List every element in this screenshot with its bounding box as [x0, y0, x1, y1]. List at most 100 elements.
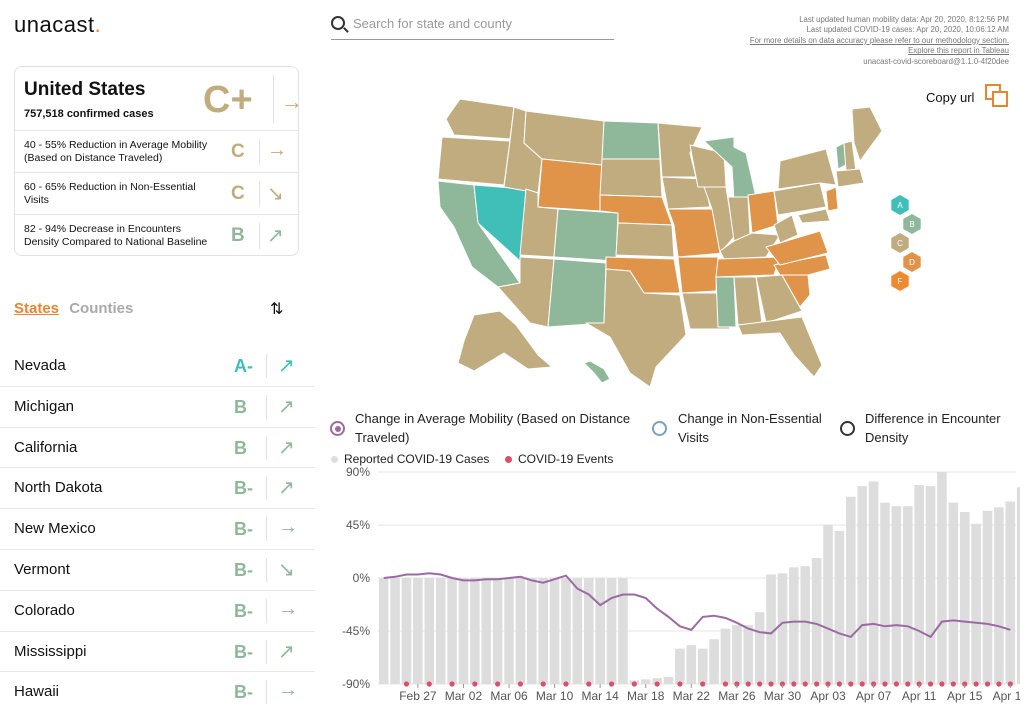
- case-bar: [834, 530, 845, 684]
- map-state-newjersey: [825, 186, 839, 212]
- map-state-texas: [585, 268, 687, 388]
- event-dot: [426, 681, 432, 687]
- metric-grade: C: [231, 183, 245, 204]
- grade-legend: A B C D F: [891, 195, 921, 291]
- x-tick-label: Mar 10: [536, 689, 574, 703]
- case-bar: [447, 578, 457, 684]
- case-bar: [846, 496, 856, 684]
- event-dot: [927, 681, 934, 687]
- y-tick-label: 0%: [353, 571, 371, 585]
- state-row[interactable]: Vermont B- ↘: [0, 550, 315, 591]
- case-bar: [959, 512, 970, 684]
- map-state-newyork: [777, 148, 837, 190]
- cases-updated: Last updated COVID-19 cases: Apr 20, 202…: [806, 25, 1009, 35]
- mobility-line: [383, 572, 1011, 639]
- state-row[interactable]: Nevada A- ↗: [0, 346, 315, 387]
- visits-legend-icon[interactable]: [652, 421, 667, 436]
- map-state-florida: [737, 316, 823, 378]
- copy-url-label[interactable]: Copy url: [926, 90, 975, 105]
- grade-hex-f: [891, 271, 909, 291]
- trend-arrow-icon: ↘: [267, 183, 284, 205]
- trend-arrow-icon: ↗: [267, 225, 284, 247]
- case-bar: [549, 578, 560, 684]
- state-row[interactable]: North Dakota B- ↗: [0, 468, 315, 510]
- trend-arrow-icon: ↗: [278, 355, 295, 377]
- case-bar: [561, 578, 571, 684]
- x-tick-label: Feb 27: [399, 689, 437, 703]
- event-dot: [996, 681, 1002, 687]
- metric-row[interactable]: 60 - 65% Reduction in Non-Essential Visi…: [15, 173, 298, 215]
- event-dot: [563, 681, 569, 687]
- x-tick-label: Mar 22: [673, 689, 711, 703]
- event-dot: [791, 681, 797, 687]
- case-bar: [652, 678, 662, 684]
- cases-legend[interactable]: Reported COVID-19 Cases: [331, 452, 489, 466]
- trend-arrow-icon: ↗: [278, 640, 295, 663]
- event-dot: [836, 681, 843, 687]
- case-bar: [686, 645, 697, 684]
- trend-arrow-icon: →: [278, 516, 298, 539]
- state-grade: B-: [234, 559, 253, 580]
- state-row[interactable]: New Mexico B- →: [0, 509, 315, 550]
- state-grade: B-: [234, 478, 253, 499]
- state-name: Nevada: [14, 357, 66, 374]
- map-state-arkansas: [677, 256, 719, 294]
- mobility-legend-icon[interactable]: [330, 421, 345, 436]
- search-bar[interactable]: [331, 14, 614, 40]
- state-row[interactable]: Mississippi B- ↗: [0, 632, 315, 673]
- grade-hex-d: [903, 252, 921, 272]
- visits-legend[interactable]: Change in Non-Essential Visits: [678, 411, 822, 445]
- event-dot: [631, 681, 637, 687]
- map-state-mississippi: [715, 276, 737, 328]
- methodology-link[interactable]: For more details on data accuracy please…: [749, 35, 1009, 45]
- case-bar: [492, 578, 503, 684]
- divider: [266, 435, 267, 460]
- encounter-legend-icon[interactable]: [840, 421, 855, 436]
- event-dot: [802, 681, 808, 687]
- events-legend[interactable]: COVID-19 Events: [505, 452, 613, 466]
- state-row[interactable]: California B ↗: [0, 428, 315, 469]
- case-bar: [868, 481, 879, 684]
- state-row[interactable]: Colorado B- →: [0, 591, 315, 632]
- metric-row[interactable]: 82 - 94% Decrease in Encounters Density …: [15, 215, 298, 257]
- trend-chart[interactable]: 90% 45% 0% -45% -90% Feb 27 Mar 02 Mar 06 Mar 10…: [316, 462, 1020, 707]
- case-bar: [937, 472, 947, 684]
- x-tick-label: Mar 02: [445, 689, 483, 703]
- case-bar: [982, 510, 993, 684]
- event-dot: [517, 681, 524, 687]
- tab-states[interactable]: States: [14, 300, 60, 317]
- map-state-hawaii: [583, 360, 611, 384]
- x-tick-label: Mar 30: [764, 689, 802, 703]
- grade-hex-c: [891, 233, 909, 253]
- x-tick-label: Mar 06: [490, 689, 528, 703]
- case-bar: [572, 578, 583, 684]
- case-bar: [504, 578, 514, 684]
- map-state-newengland: [835, 168, 865, 188]
- events-legend-dot: [505, 456, 512, 464]
- state-row[interactable]: Michigan B ↗: [0, 387, 315, 428]
- divider: [266, 394, 267, 419]
- copy-icon[interactable]: [985, 84, 1009, 108]
- state-list: Nevada A- ↗ Michigan B ↗ California B ↗ North Dak…: [0, 346, 315, 709]
- map-state-minnesota: [657, 122, 703, 178]
- case-bar: [435, 578, 446, 684]
- metric-row[interactable]: 40 - 55% Reduction in Average Mobility (…: [15, 131, 298, 173]
- tabs: States Counties: [14, 300, 133, 317]
- summary-header[interactable]: United States 757,518 confirmed cases C+…: [15, 67, 303, 131]
- us-map[interactable]: [434, 97, 894, 397]
- search-input[interactable]: [353, 16, 611, 31]
- tab-counties[interactable]: Counties: [69, 300, 134, 317]
- state-row[interactable]: Hawaii B- →: [0, 672, 315, 709]
- encounter-legend[interactable]: Difference in Encounter Density: [865, 411, 1001, 445]
- unacast-logo[interactable]: unacast.: [14, 12, 102, 37]
- divider: [259, 139, 260, 165]
- event-dot: [722, 681, 729, 687]
- tableau-link[interactable]: Explore this report in Tableau: [908, 46, 1009, 56]
- event-dot: [745, 681, 751, 687]
- mobility-legend[interactable]: Change in Average Mobility (Based on Dis…: [355, 411, 631, 445]
- state-grade: B-: [234, 682, 253, 703]
- case-bar: [720, 628, 731, 684]
- trend-arrow-icon: ↗: [278, 436, 295, 459]
- sort-icon[interactable]: ⇅: [270, 301, 284, 318]
- map-state-newhampshire: [843, 140, 857, 172]
